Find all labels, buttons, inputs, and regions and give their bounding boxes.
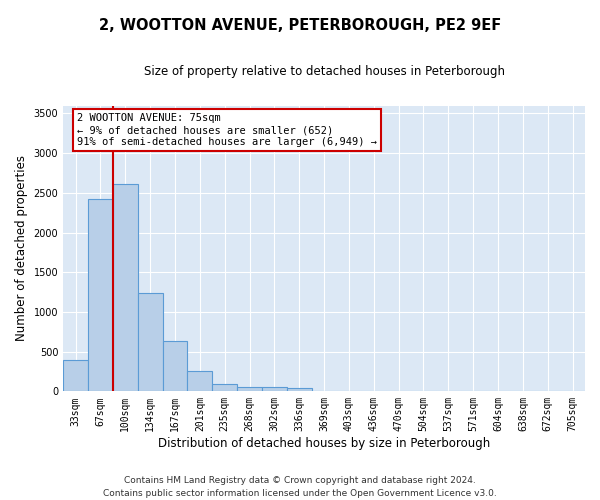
Bar: [262, 387, 287, 392]
Text: Contains HM Land Registry data © Crown copyright and database right 2024.
Contai: Contains HM Land Registry data © Crown c…: [103, 476, 497, 498]
Y-axis label: Number of detached properties: Number of detached properties: [15, 156, 28, 342]
Bar: [237, 386, 262, 392]
Bar: [138, 293, 163, 392]
Bar: [163, 340, 187, 392]
Bar: [113, 184, 138, 392]
Text: 2 WOOTTON AVENUE: 75sqm
← 9% of detached houses are smaller (652)
91% of semi-de: 2 WOOTTON AVENUE: 75sqm ← 9% of detached…: [77, 114, 377, 146]
Bar: [212, 384, 237, 392]
Title: Size of property relative to detached houses in Peterborough: Size of property relative to detached ho…: [143, 65, 505, 78]
Bar: [187, 371, 212, 392]
X-axis label: Distribution of detached houses by size in Peterborough: Distribution of detached houses by size …: [158, 437, 490, 450]
Bar: [88, 199, 113, 392]
Bar: [287, 388, 311, 392]
Bar: [63, 360, 88, 392]
Text: 2, WOOTTON AVENUE, PETERBOROUGH, PE2 9EF: 2, WOOTTON AVENUE, PETERBOROUGH, PE2 9EF: [99, 18, 501, 32]
